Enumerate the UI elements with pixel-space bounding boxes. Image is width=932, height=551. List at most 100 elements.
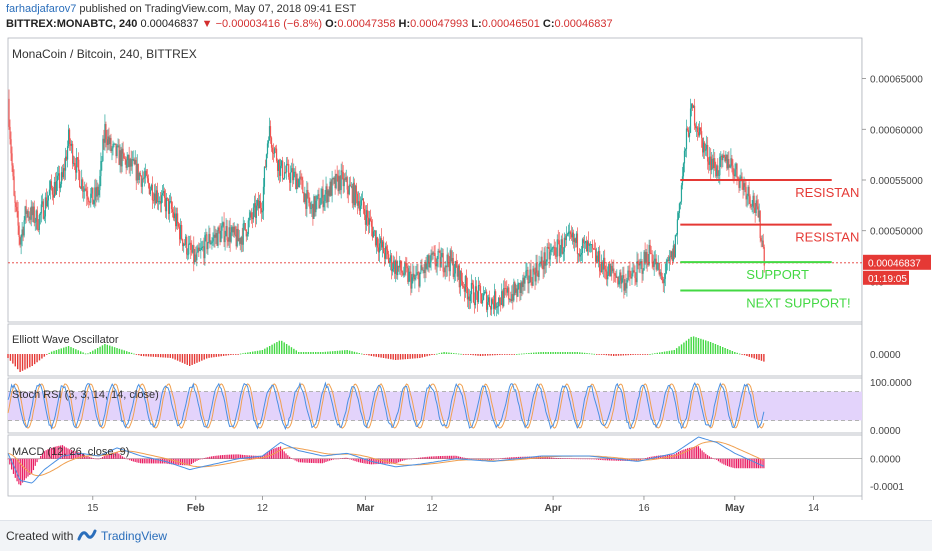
macd-hist-bar: [439, 456, 442, 459]
candle-body: [356, 193, 358, 206]
candle-body: [671, 251, 673, 261]
candle-body: [37, 229, 39, 230]
macd-hist-bar: [258, 455, 260, 459]
ewo-bar: [518, 353, 520, 355]
candle-body: [86, 190, 88, 197]
macd-hist-bar: [219, 455, 222, 459]
candle-body: [632, 270, 634, 274]
candle-body: [664, 273, 666, 279]
candle-body: [590, 244, 593, 246]
macd-hist-bar: [730, 458, 732, 468]
candle-body: [374, 230, 377, 246]
candle-body: [9, 126, 11, 140]
author-link[interactable]: farhadjafarov7: [6, 3, 77, 15]
macd-hist-bar: [577, 458, 580, 460]
ewo-bar: [445, 352, 448, 354]
candle-body: [106, 139, 108, 145]
ewo-bar: [617, 354, 620, 356]
ewo-bar: [239, 353, 242, 355]
ewo-bar: [145, 354, 147, 357]
candle-body: [145, 170, 147, 176]
candle-body: [599, 250, 601, 272]
candle-body: [54, 181, 57, 195]
ewo-bar: [632, 354, 634, 355]
ewo-bar: [622, 354, 625, 356]
candle-body: [328, 190, 330, 196]
candle-body: [433, 252, 435, 254]
ewo-bar: [312, 352, 314, 354]
candle-body: [454, 261, 456, 274]
candle-body: [625, 283, 627, 289]
candle-body: [93, 200, 95, 205]
candle-body: [131, 159, 133, 167]
ewo-bar: [734, 352, 736, 354]
candle-body: [194, 254, 196, 263]
ewo-bar: [118, 348, 121, 354]
candle-body: [52, 194, 55, 198]
candle-body: [551, 248, 553, 250]
macd-hist-bar: [674, 454, 676, 459]
macd-hist-bar: [299, 458, 302, 463]
ewo-bar: [109, 345, 111, 354]
candle-body: [271, 147, 274, 154]
macd-hist-bar: [590, 458, 592, 460]
macd-hist-bar: [519, 456, 521, 459]
chart-canvas[interactable]: RESISTAN RESISTAN SUPPORT NEXT SUPPORT! 0.0…: [0, 36, 932, 520]
candle-body: [140, 175, 142, 187]
ewo-bar: [491, 354, 494, 356]
candle-body: [575, 233, 578, 243]
macd-hist-bar: [748, 458, 750, 469]
candle-body: [498, 297, 500, 307]
candle-body: [262, 186, 265, 211]
candle-body: [156, 190, 159, 202]
candle-body: [27, 210, 29, 217]
macd-hist-bar: [696, 446, 698, 459]
macd-hist-bar: [694, 446, 696, 459]
ewo-bar: [692, 336, 695, 354]
candle-body: [499, 297, 501, 304]
ewo-bar: [138, 354, 140, 356]
ewo-bar: [634, 354, 637, 355]
candle-body: [733, 174, 735, 177]
ewo-bar: [620, 354, 622, 356]
ewo-bar: [196, 354, 198, 363]
candle-body: [20, 237, 22, 245]
ewo-bar: [542, 352, 545, 354]
candle-body: [151, 184, 153, 201]
ewo-bar: [276, 342, 278, 354]
candle-body: [116, 145, 118, 157]
candle-body: [638, 263, 640, 266]
ewo-bar: [375, 354, 377, 357]
ewo-bar: [363, 354, 365, 355]
ewo-bar: [508, 354, 511, 355]
macd-hist-bar: [612, 458, 614, 461]
candle-body: [220, 230, 222, 243]
candle-body: [39, 213, 41, 216]
ewo-bar: [474, 354, 477, 356]
candle-body: [336, 174, 338, 176]
macd-hist-bar: [563, 458, 565, 459]
candle-body: [79, 171, 81, 187]
macd-hist-bar: [510, 457, 512, 459]
macd-hist-bar: [512, 457, 514, 459]
candle-body: [60, 172, 63, 184]
support-label: SUPPORT: [746, 267, 809, 282]
macd-hist-bar: [43, 451, 45, 459]
candle-body: [278, 159, 281, 176]
macd-hist-bar: [74, 451, 76, 459]
ewo-bar: [629, 354, 632, 356]
ewo-bar: [298, 352, 300, 354]
macd-hist-bar: [259, 455, 262, 459]
macd-hist-bar: [374, 458, 376, 465]
candle-body: [658, 262, 660, 275]
tradingview-brand-link[interactable]: TradingView: [101, 529, 168, 543]
candle-body: [619, 272, 621, 281]
macd-hist-bar: [229, 454, 231, 459]
candle-body: [203, 246, 205, 259]
candle-body: [21, 229, 23, 238]
candle-body: [166, 197, 169, 199]
candle-body: [24, 206, 26, 221]
macd-hist-bar: [596, 458, 598, 460]
time-tick-label: 12: [426, 503, 438, 514]
candle-body: [660, 272, 662, 277]
